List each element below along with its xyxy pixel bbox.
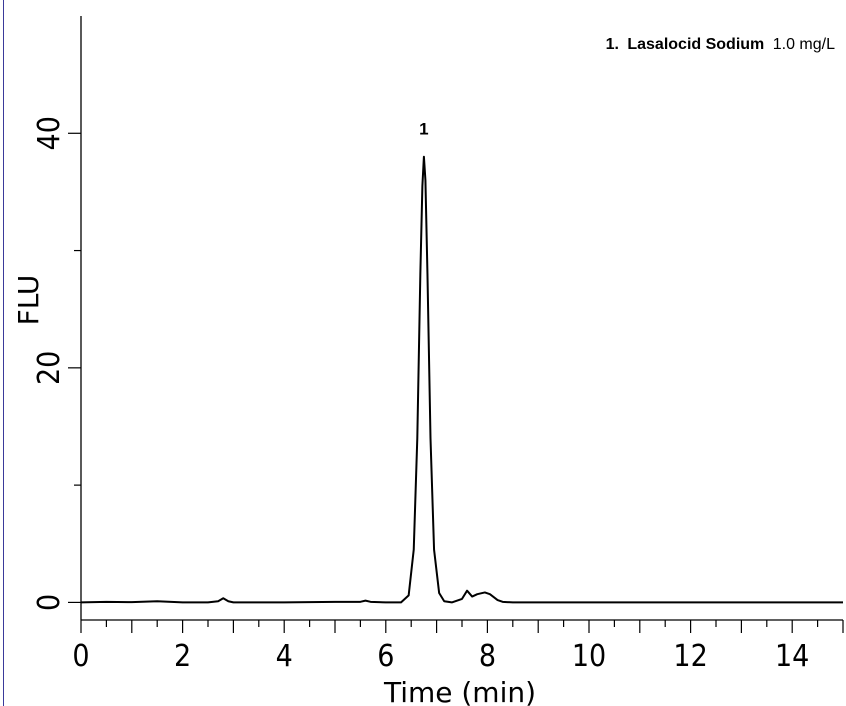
x-tick-label: 10 [572,639,606,674]
axes [80,16,843,621]
tick-marks [68,132,844,633]
y-axis-title: FLU [12,275,45,326]
x-tick-label: 14 [775,639,809,674]
trace [80,155,843,604]
peak-labels: 1 [419,120,428,139]
x-tick-label: 0 [72,639,89,674]
chromatogram-trace [80,155,843,604]
legend-entry: 1. Lasalocid Sodium 1.0 mg/L [606,36,836,53]
x-tick-label: 8 [479,639,496,674]
y-tick-label: 20 [32,351,67,385]
x-tick-label: 4 [276,639,293,674]
legend-compound: Lasalocid Sodium [627,36,764,53]
x-tick-label: 12 [673,639,707,674]
y-tick-label: 40 [32,116,67,150]
x-tick-label: 2 [174,639,191,674]
peak-label: 1 [419,120,428,139]
legend-number: 1. [606,36,619,53]
x-axis-title: Time (min) [383,676,536,706]
y-tick-label: 0 [32,594,67,611]
legend-concentration: 1.0 mg/L [773,36,835,53]
x-tick-label: 6 [377,639,394,674]
tick-labels: 0 2 4 6 8 10 12 14 0 20 40 [32,116,809,674]
left-border [3,0,4,706]
